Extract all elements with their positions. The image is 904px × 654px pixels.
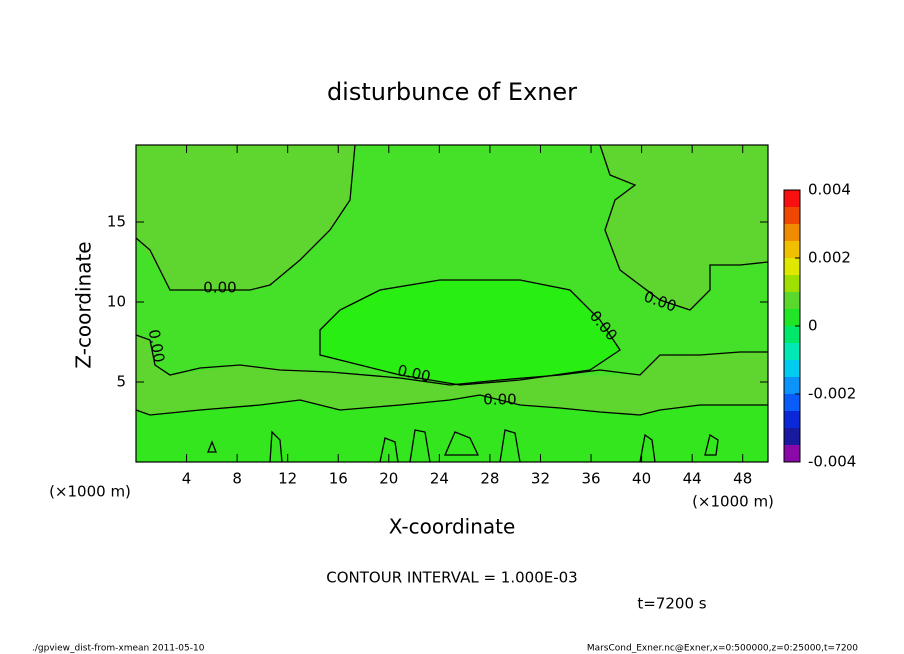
x-unit: (×1000 m) (692, 493, 774, 511)
field-region (136, 145, 768, 385)
y-tick-label: 5 (116, 373, 126, 391)
x-unit: (×1000 m) (49, 483, 131, 501)
colorbar-bin (784, 445, 800, 462)
colorbar-bin (784, 326, 800, 343)
colorbar-bin (784, 258, 800, 275)
x-tick-label: 48 (733, 470, 752, 488)
x-tick-label: 16 (329, 470, 348, 488)
x-axis-label: X-coordinate (389, 515, 516, 539)
colorbar-bin (784, 207, 800, 224)
contour-label: 0.00 (145, 328, 169, 364)
contour-interval: CONTOUR INTERVAL = 1.000E-03 (326, 569, 577, 587)
colorbar-bin (784, 394, 800, 411)
colorbar-tick-label: 0.004 (808, 181, 851, 199)
chart-title: disturbunce of Exner (327, 78, 577, 106)
x-tick-label: 44 (683, 470, 702, 488)
colorbar-tick-label: 0 (808, 317, 818, 335)
time-label: t=7200 s (637, 595, 706, 613)
colorbar-bin (784, 275, 800, 292)
plot-frame (135, 144, 769, 463)
x-tick-label: 24 (430, 470, 449, 488)
contour-line (135, 334, 768, 386)
contour-label: 0.00 (483, 391, 516, 409)
x-tick-label: 32 (531, 470, 550, 488)
footer-right: MarsCond_Exner.nc@Exner,x=0:500000,z=0:2… (587, 644, 858, 654)
colorbar-bin (784, 428, 800, 445)
x-tick-label: 12 (278, 470, 297, 488)
colorbar-bin (784, 224, 800, 241)
field-region (600, 145, 768, 310)
y-tick-label: 15 (107, 213, 126, 231)
colorbar-bin (784, 360, 800, 377)
field-region (136, 145, 355, 290)
contour-line (207, 429, 719, 463)
colorbar-bin (784, 411, 800, 428)
y-axis-label: Z-coordinate (72, 241, 96, 368)
field-region (136, 335, 768, 415)
x-tick-label: 4 (182, 470, 192, 488)
colorbar-bin (784, 190, 800, 207)
contours (135, 144, 769, 463)
contour-line (135, 394, 768, 416)
contour-label: 0.00 (203, 279, 236, 297)
colorbar-tick-label: 0.002 (808, 249, 851, 267)
x-tick-label: 20 (379, 470, 398, 488)
x-tick-label: 40 (632, 470, 651, 488)
x-tick-label: 8 (232, 470, 242, 488)
colorbar-bin (784, 377, 800, 394)
colorbar-bin (784, 241, 800, 258)
contour-line (599, 144, 769, 311)
colorbar-bin (784, 292, 800, 309)
footer-left: ./gpview_dist-from-xmean 2011-05-10 (32, 644, 205, 654)
field (136, 145, 768, 462)
y-tick-label: 10 (107, 293, 126, 311)
contour-line (135, 144, 356, 291)
x-tick-label: 28 (480, 470, 499, 488)
x-tick-label: 36 (581, 470, 600, 488)
colorbar-tick-label: -0.004 (808, 453, 856, 471)
field-region (320, 280, 620, 385)
colorbar-bin (784, 343, 800, 360)
colorbar-bin (784, 309, 800, 326)
colorbar-tick-label: -0.002 (808, 385, 856, 403)
contour-line (319, 279, 621, 386)
